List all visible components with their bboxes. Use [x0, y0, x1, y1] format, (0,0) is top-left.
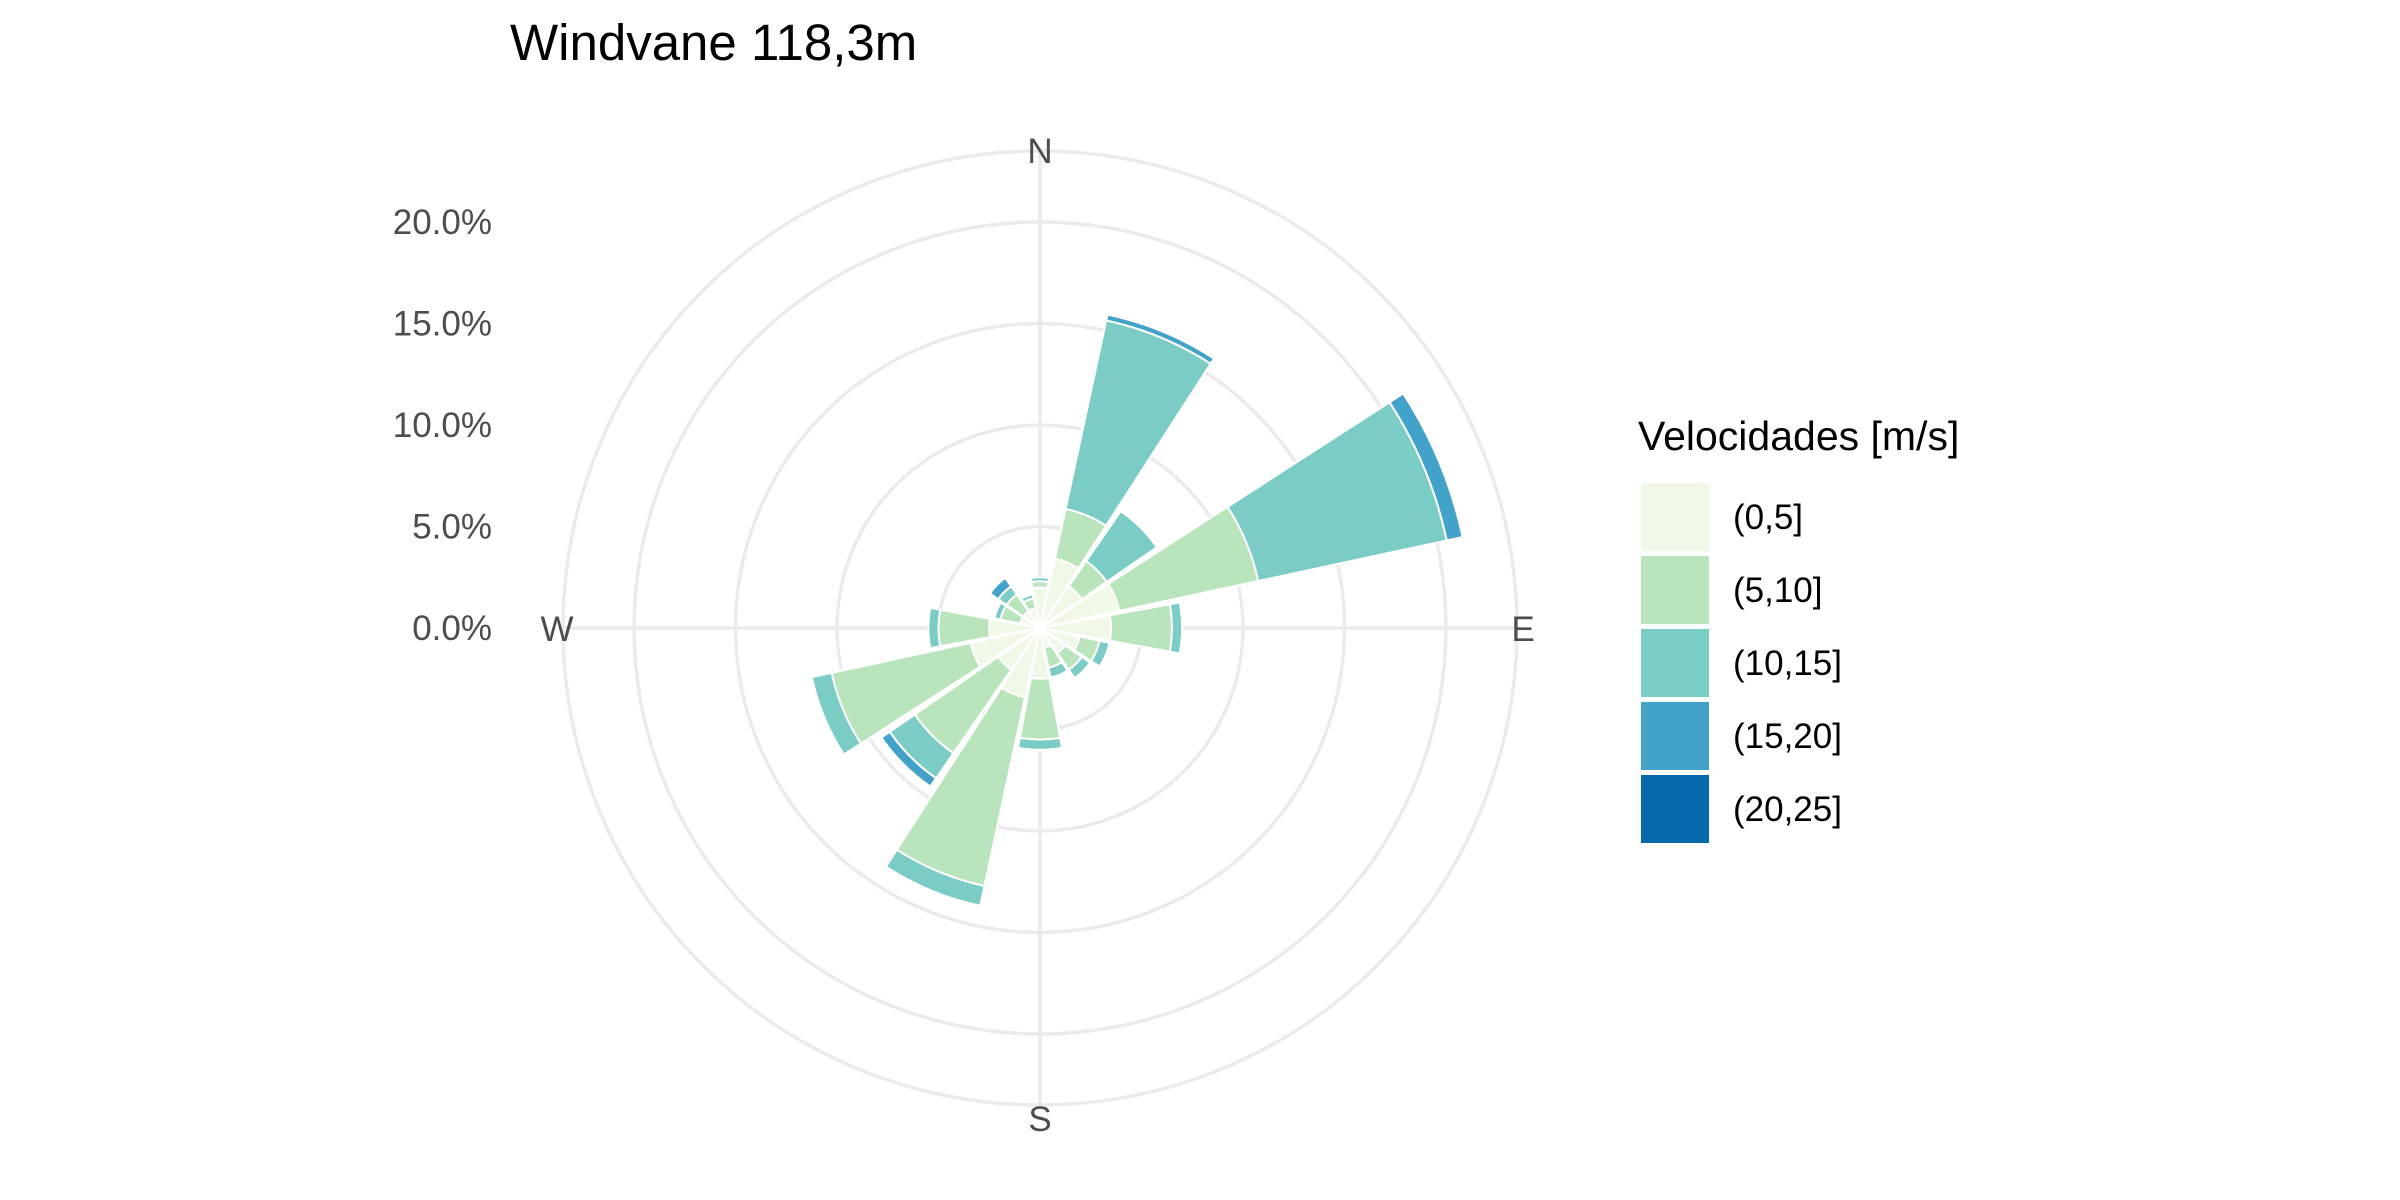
polar-grid: [561, 149, 1519, 1107]
petal-ene-series-3: [1388, 392, 1464, 542]
legend-title: Velocidades [m/s]: [1638, 413, 1959, 459]
radial-tick-label: 15.0%: [393, 305, 492, 344]
legend: Velocidades [m/s] (0,5] (5,10] (10,15] (15,…: [1638, 413, 1959, 843]
petal-nnw-series-2: [1019, 593, 1035, 604]
petal-ssw-series-2: [884, 848, 986, 907]
legend-swatch: [1641, 629, 1709, 697]
legend-swatch: [1641, 775, 1709, 843]
petal-s-series-2: [1016, 736, 1064, 751]
legend-swatch: [1641, 702, 1709, 770]
compass-label-e: E: [1511, 610, 1534, 649]
petal-e-series-2: [1168, 601, 1184, 655]
chart-title: Windvane 118,3m: [510, 14, 917, 71]
legend-label: (20,25]: [1733, 790, 1842, 829]
petal-wsw-series-2: [810, 671, 863, 757]
compass-label-n: N: [1027, 132, 1052, 171]
compass-label-s: S: [1028, 1100, 1051, 1139]
compass-label-w: W: [540, 610, 573, 649]
petal-se-series-2: [1067, 655, 1092, 680]
petal-wnw-series-2: [993, 601, 1008, 621]
legend-label: (10,15]: [1733, 644, 1842, 683]
wind-petals: [810, 313, 1464, 907]
radial-tick-labels: 0.0% 5.0% 10.0% 15.0% 20.0%: [393, 203, 492, 648]
petal-n-series-2: [1029, 576, 1051, 584]
petal-ese-series-2: [1089, 639, 1111, 668]
petal-nw-series-3: [988, 576, 1013, 601]
compass-labels: N E S W: [540, 132, 1534, 1139]
legend-swatch: [1641, 483, 1709, 551]
legend-label: (0,5]: [1733, 498, 1803, 537]
radial-tick-label: 20.0%: [393, 203, 492, 242]
petal-nne-series-3: [1105, 313, 1216, 366]
legend-label: (15,20]: [1733, 717, 1842, 756]
petal-sse-series-2: [1047, 660, 1069, 679]
legend-label: (5,10]: [1733, 571, 1823, 610]
radial-tick-label: 0.0%: [412, 609, 492, 648]
legend-swatch: [1641, 556, 1709, 624]
petal-w-series-2: [927, 606, 942, 650]
petal-ne-series-2: [1084, 509, 1159, 584]
radial-tick-label: 10.0%: [393, 406, 492, 445]
petal-sw-series-3: [879, 730, 938, 789]
radial-tick-label: 5.0%: [412, 508, 492, 547]
